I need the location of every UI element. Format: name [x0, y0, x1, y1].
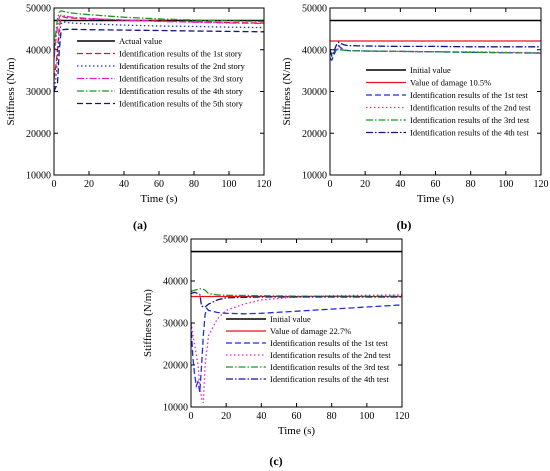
y-tick-label: 10000 [26, 171, 51, 182]
legend-entry: Identification results of the 3rd test [270, 362, 390, 372]
legend-entry: Initial value [410, 65, 451, 75]
y-tick-label: 20000 [302, 129, 327, 140]
y-tick-label: 30000 [26, 87, 51, 98]
x-tick-label: 60 [292, 411, 302, 422]
series-line-5 [330, 48, 541, 55]
series-line-6 [330, 41, 541, 58]
legend-entry: Identification results of the 2nd story [119, 61, 246, 71]
series-group [330, 19, 541, 62]
legend-entry: Identification results of the 4th test [410, 128, 529, 138]
series-line-3 [54, 21, 264, 92]
x-tick-label: 100 [222, 179, 237, 190]
series-line-4 [54, 14, 264, 59]
legend: Initial value Value of damage 10.5% Identi… [366, 65, 531, 138]
x-tick-label: 40 [395, 179, 405, 190]
series-group [54, 10, 264, 92]
legend-entry: Identification results of the 3rd story [119, 74, 244, 84]
legend-entry: Identification results of the 1st test [270, 338, 388, 348]
series-group [191, 250, 402, 404]
x-tick-label: 20 [360, 179, 370, 190]
y-tick-label: 30000 [163, 319, 188, 330]
y-tick-label: 10000 [302, 171, 327, 182]
legend-entry: Identification results of the 3rd test [410, 115, 530, 125]
x-tick-label: 60 [431, 179, 441, 190]
series-line-6 [191, 291, 402, 308]
x-axis-label: Time (s) [417, 193, 455, 205]
legend: Actual value Identification results of th… [77, 36, 246, 109]
x-tick-label: 40 [256, 411, 266, 422]
x-tick-label: 0 [52, 179, 57, 190]
x-axis-label: Time (s) [140, 193, 178, 205]
x-tick-label: 80 [466, 179, 476, 190]
chart-panel-2: 0 20 40 60 80 100 120 10000 20000 30000 40000 50000… [281, 4, 549, 233]
x-tick-label: 120 [534, 179, 549, 190]
x-tick-label: 80 [189, 179, 199, 190]
y-tick-label: 50000 [302, 4, 327, 15]
y-tick-label: 20000 [163, 361, 188, 372]
legend-entry: Identification results of the 1st test [410, 90, 528, 100]
x-tick-label: 0 [328, 179, 333, 190]
x-tick-label: 100 [359, 411, 374, 422]
legend-entry: Identification results of the 4th test [270, 374, 389, 384]
panel-label: (a) [133, 218, 147, 232]
legend-entry: Initial value [270, 314, 311, 324]
y-tick-label: 40000 [302, 45, 327, 56]
y-tick-label: 30000 [302, 87, 327, 98]
legend: Initial value Value of damage 22.7% Identi… [226, 314, 391, 384]
legend-entry: Identification results of the 5th story [119, 99, 244, 109]
x-tick-label: 20 [221, 411, 231, 422]
panel-label: (b) [397, 218, 412, 232]
legend-entry: Value of damage 22.7% [270, 326, 351, 336]
y-tick-label: 40000 [163, 277, 188, 288]
legend-entry: Identification results of the 2nd test [270, 350, 391, 360]
legend-entry: Actual value [119, 36, 162, 46]
y-tick-label: 10000 [163, 403, 188, 414]
y-tick-label: 20000 [26, 129, 51, 140]
legend-entry: Value of damage 10.5% [410, 78, 491, 88]
y-tick-label: 50000 [163, 235, 188, 246]
x-axis-label: Time (s) [278, 425, 316, 437]
series-line-6 [54, 28, 264, 92]
x-tick-label: 0 [189, 411, 194, 422]
series-line-5 [54, 10, 264, 50]
legend-entry: Identification results of the 2nd test [410, 103, 531, 113]
y-tick-label: 40000 [26, 45, 51, 56]
x-tick-label: 120 [257, 179, 272, 190]
series-line-2 [54, 16, 264, 80]
series-line-5 [191, 287, 402, 297]
y-axis-label: Stiffness (N/m) [5, 57, 17, 125]
chart-panel-3: 0 20 40 60 80 100 120 10000 20000 30000 40000 50000… [142, 235, 410, 469]
legend-entry: Identification results of the 1st story [119, 49, 243, 59]
chart-panel-1: 0 20 40 60 80 100 120 10000 20000 30000 40000 50000… [5, 4, 272, 233]
panel-label: (c) [269, 454, 282, 468]
x-tick-label: 120 [395, 411, 410, 422]
x-tick-label: 40 [119, 179, 129, 190]
y-axis-label: Stiffness (N/m) [281, 57, 293, 125]
x-tick-label: 60 [154, 179, 164, 190]
x-tick-label: 80 [327, 411, 337, 422]
y-tick-label: 50000 [26, 4, 51, 15]
y-axis-label: Stiffness (N/m) [142, 289, 154, 357]
x-tick-label: 100 [498, 179, 513, 190]
legend-entry: Identification results of the 4th story [119, 86, 244, 96]
series-line-3 [191, 304, 402, 393]
x-tick-label: 20 [84, 179, 94, 190]
